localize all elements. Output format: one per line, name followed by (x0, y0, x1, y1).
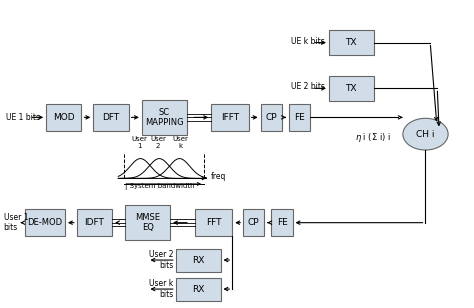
FancyBboxPatch shape (211, 103, 249, 131)
Text: IFFT: IFFT (221, 113, 239, 122)
Text: UE k bits: UE k bits (291, 37, 325, 46)
FancyBboxPatch shape (176, 249, 220, 272)
Text: RX: RX (192, 256, 204, 265)
Text: FE: FE (277, 218, 287, 227)
FancyBboxPatch shape (77, 209, 112, 237)
Text: TX: TX (346, 38, 357, 47)
Text: DE-MOD: DE-MOD (27, 218, 63, 227)
Text: FE: FE (294, 113, 305, 122)
Text: CH i: CH i (416, 130, 435, 139)
FancyBboxPatch shape (46, 103, 82, 131)
FancyBboxPatch shape (243, 209, 264, 237)
Text: CP: CP (265, 113, 277, 122)
Text: CP: CP (248, 218, 260, 227)
Text: $\eta$ i ($\Sigma$ i) i: $\eta$ i ($\Sigma$ i) i (355, 131, 391, 144)
Text: freq: freq (211, 172, 227, 181)
Text: User 1
bits: User 1 bits (4, 213, 28, 232)
Text: User k
bits: User k bits (149, 279, 173, 299)
Text: User
k: User k (173, 136, 188, 149)
Text: SC
MAPPING: SC MAPPING (145, 108, 183, 127)
FancyBboxPatch shape (329, 30, 374, 55)
Text: User
1: User 1 (131, 136, 147, 149)
Text: MOD: MOD (53, 113, 74, 122)
Text: FFT: FFT (206, 218, 221, 227)
Text: UE 2 bits: UE 2 bits (291, 82, 325, 91)
FancyBboxPatch shape (125, 205, 170, 240)
Text: DFT: DFT (102, 113, 119, 122)
FancyBboxPatch shape (142, 100, 187, 135)
Text: TX: TX (346, 84, 357, 93)
FancyBboxPatch shape (93, 103, 128, 131)
Text: UE 1 bits: UE 1 bits (6, 113, 40, 122)
FancyBboxPatch shape (329, 76, 374, 101)
FancyBboxPatch shape (195, 209, 232, 237)
FancyBboxPatch shape (25, 209, 65, 237)
Text: User 2
bits: User 2 bits (149, 250, 173, 270)
Ellipse shape (403, 118, 448, 150)
Text: IDFT: IDFT (84, 218, 104, 227)
Text: | System bandwidth: | System bandwidth (125, 184, 195, 190)
FancyBboxPatch shape (176, 278, 220, 301)
FancyBboxPatch shape (272, 209, 292, 237)
Text: RX: RX (192, 285, 204, 294)
FancyBboxPatch shape (261, 103, 282, 131)
Text: User
2: User 2 (150, 136, 166, 149)
FancyBboxPatch shape (289, 103, 310, 131)
Text: MMSE
EQ: MMSE EQ (135, 213, 160, 232)
